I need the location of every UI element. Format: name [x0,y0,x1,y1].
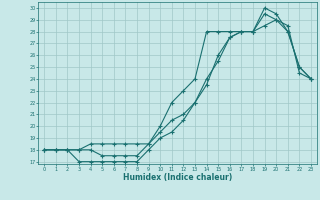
X-axis label: Humidex (Indice chaleur): Humidex (Indice chaleur) [123,173,232,182]
